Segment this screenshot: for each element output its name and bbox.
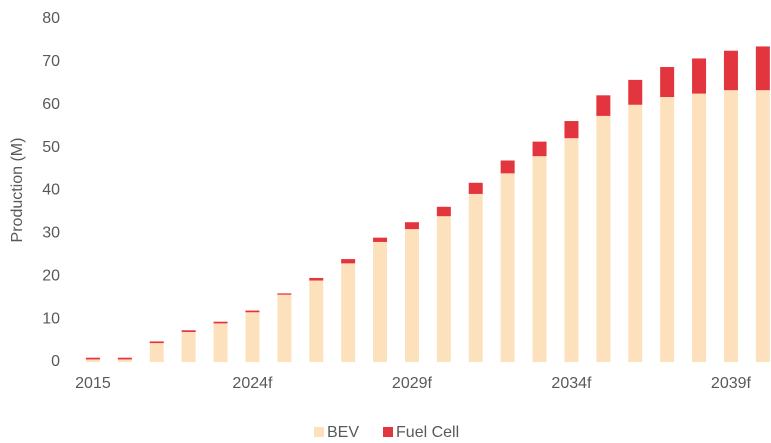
bar-segment [532, 141, 547, 157]
bar-segment [436, 206, 451, 217]
y-tick-label: 40 [42, 182, 60, 199]
bar-segment [277, 293, 292, 295]
bar-segment [628, 79, 643, 105]
bar-segment [245, 310, 260, 313]
bar-segment [117, 357, 132, 360]
bar-segment [309, 280, 324, 362]
bar-segment [181, 330, 196, 332]
y-axis-label: Production (M) [9, 138, 26, 243]
bar-segment [309, 277, 324, 281]
x-tick-label: 2034f [551, 375, 592, 392]
bar-segment [692, 58, 707, 94]
x-tick-label: 2039f [711, 375, 752, 392]
bar-segment [277, 294, 292, 362]
bar-segment [500, 160, 515, 174]
y-tick-label: 80 [42, 10, 60, 27]
bar-segment [149, 343, 164, 362]
x-tick-label: 2015 [75, 375, 111, 392]
bar-segment [468, 182, 483, 194]
y-tick-label: 60 [42, 96, 60, 113]
bar-segment [373, 237, 388, 242]
bar-segment [660, 67, 675, 98]
y-tick-label: 10 [42, 310, 60, 327]
bar-segment [532, 156, 547, 362]
y-tick-label: 30 [42, 225, 60, 242]
x-tick-label: 2024f [232, 375, 273, 392]
legend-swatch [314, 427, 324, 437]
bar-segment [245, 312, 260, 362]
bar-segment [149, 341, 164, 344]
bar-segment [404, 222, 419, 230]
y-tick-label: 20 [42, 267, 60, 284]
bar-segment [723, 90, 738, 363]
y-tick-label: 0 [51, 353, 60, 370]
bar-segment [213, 321, 228, 324]
bar-segment [341, 263, 356, 362]
legend-swatch [383, 427, 394, 437]
legend-label: Fuel Cell [396, 424, 459, 441]
bar-segment [660, 97, 675, 362]
bar-segment [404, 229, 419, 362]
bar-segment [755, 90, 770, 363]
bar-segment [755, 46, 770, 91]
y-tick-label: 50 [42, 139, 60, 156]
bar-segment [468, 193, 483, 362]
bar-segment [85, 359, 100, 362]
bar-segment [628, 104, 643, 362]
bar-segment [213, 323, 228, 362]
bar-segment [436, 216, 451, 362]
bar-segment [117, 359, 132, 362]
bar-segment [564, 138, 579, 362]
bar-segment [692, 93, 707, 362]
bar-segment [723, 50, 738, 91]
bar-segment [373, 241, 388, 362]
bar-segment [85, 357, 100, 360]
legend-label: BEV [327, 424, 359, 441]
bar-segment [500, 173, 515, 362]
bar-segment [341, 259, 356, 264]
bar-segment [181, 331, 196, 362]
bar-segment [596, 115, 611, 363]
x-tick-label: 2029f [392, 375, 433, 392]
bar-segment [564, 121, 579, 139]
y-tick-label: 70 [42, 53, 60, 70]
bar-segment [596, 95, 611, 116]
